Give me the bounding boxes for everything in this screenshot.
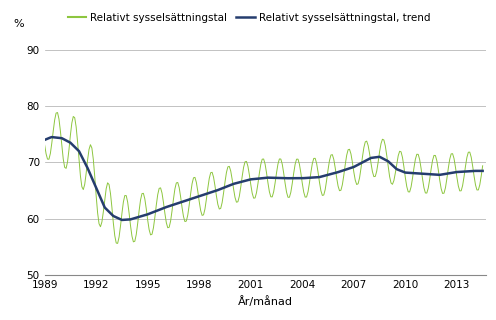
Relativt sysselsättningstal <box>427 177 433 181</box>
Relativt sysselsättningstal, trend <box>42 138 48 142</box>
Relativt sysselsättningstal, trend <box>358 161 364 165</box>
Text: %: % <box>14 20 24 29</box>
Relativt sysselsättningstal <box>55 111 61 115</box>
Relativt sysselsättningstal, trend <box>427 172 433 176</box>
Relativt sysselsättningstal, trend <box>262 176 268 180</box>
Relativt sysselsättningstal <box>358 166 364 170</box>
Relativt sysselsättningstal <box>480 164 486 168</box>
X-axis label: År/månad: År/månad <box>238 296 293 307</box>
Relativt sysselsättningstal <box>265 181 271 185</box>
Relativt sysselsättningstal, trend <box>49 135 55 139</box>
Relativt sysselsättningstal <box>115 242 121 245</box>
Relativt sysselsättningstal, trend <box>265 176 271 180</box>
Relativt sysselsättningstal, trend <box>398 169 404 173</box>
Line: Relativt sysselsättningstal: Relativt sysselsättningstal <box>45 113 483 244</box>
Relativt sysselsättningstal, trend <box>480 169 486 173</box>
Line: Relativt sysselsättningstal, trend: Relativt sysselsättningstal, trend <box>45 137 483 220</box>
Legend: Relativt sysselsättningstal, Relativt sysselsättningstal, trend: Relativt sysselsättningstal, Relativt sy… <box>67 13 430 23</box>
Relativt sysselsättningstal <box>262 162 268 166</box>
Relativt sysselsättningstal <box>420 177 426 181</box>
Relativt sysselsättningstal <box>42 143 48 147</box>
Relativt sysselsättningstal <box>398 150 404 154</box>
Relativt sysselsättningstal, trend <box>420 172 426 176</box>
Relativt sysselsättningstal, trend <box>119 218 125 222</box>
